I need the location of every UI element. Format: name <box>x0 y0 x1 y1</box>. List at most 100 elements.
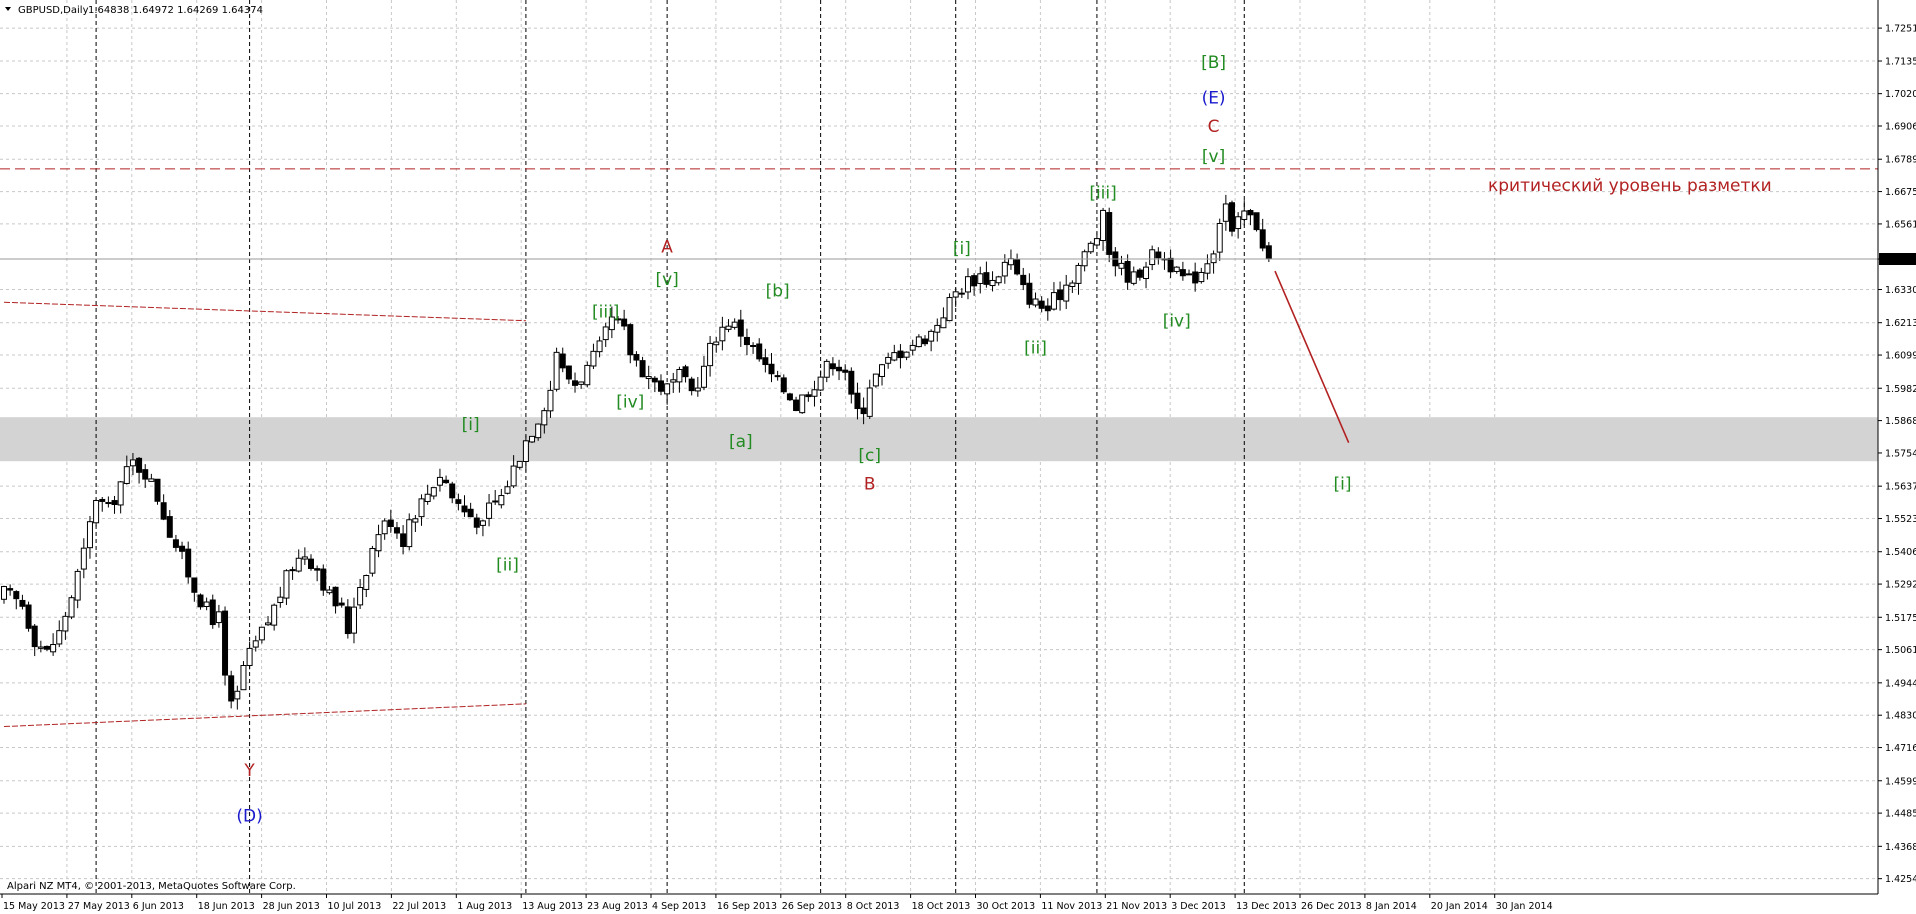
candle <box>1020 267 1027 291</box>
candle-body-bear <box>633 354 640 361</box>
candle-body-bear <box>688 378 695 392</box>
price-axis: 1.72510 1.71350 1.70200 1.69060 1.67890 1.667… <box>1877 0 1916 894</box>
wave-label: [c] <box>858 446 881 466</box>
candle <box>584 361 591 388</box>
candle-body-bear <box>43 645 50 650</box>
collapse-triangle-icon[interactable] <box>5 7 11 11</box>
candle-body-bull <box>977 273 984 284</box>
candle <box>578 381 585 389</box>
candle <box>860 397 867 425</box>
wave-label: [v] <box>1202 147 1225 167</box>
candle <box>651 376 658 393</box>
candle <box>1026 273 1033 309</box>
candle-body-bull <box>1204 263 1211 274</box>
candle-body-bull <box>203 601 210 608</box>
candle <box>1143 261 1150 289</box>
candle-body-bear <box>473 517 480 528</box>
candle <box>725 319 732 333</box>
candle <box>326 586 333 595</box>
candle <box>854 382 861 420</box>
candle <box>786 392 793 402</box>
price-tick-label: 1.50610 <box>1885 645 1916 656</box>
candle <box>289 566 296 580</box>
time-tick-label: 10 Jul 2013 <box>328 901 382 912</box>
candle <box>983 261 990 288</box>
candle-body-bear <box>651 377 658 383</box>
candle-body-bull <box>1216 222 1223 253</box>
candle-body-bull <box>1118 262 1125 269</box>
candle-body-bear <box>1136 269 1143 278</box>
candle <box>1100 207 1107 251</box>
candle <box>1253 212 1260 232</box>
candle <box>891 344 898 362</box>
channel-lines <box>3 301 526 728</box>
candle-body-bull <box>516 460 523 468</box>
candle <box>80 538 87 579</box>
wave-label: [i] <box>462 415 480 435</box>
candle-body-bear <box>320 568 327 591</box>
candle-body-bull <box>903 351 910 358</box>
candle-body-bull <box>86 521 93 549</box>
candle-body-bear <box>179 545 186 552</box>
candle <box>1259 218 1266 252</box>
candle-body-bear <box>344 606 351 635</box>
candle-body-bull <box>486 502 493 519</box>
price-tick-label: 1.71350 <box>1885 57 1916 68</box>
candle-body-bull <box>510 465 517 487</box>
candle-body-bull <box>74 570 81 601</box>
candle-body-bear <box>559 353 566 369</box>
time-tick-label: 4 Sep 2013 <box>652 901 706 912</box>
candle <box>793 396 800 412</box>
candle-body-bull <box>350 606 357 634</box>
candle-body-bear <box>7 588 14 591</box>
price-tick-label: 1.57540 <box>1885 448 1916 459</box>
candle <box>258 626 265 644</box>
candle-body-bull <box>504 486 511 494</box>
current-price-box <box>1879 253 1916 266</box>
wave-label: [iv] <box>616 392 644 412</box>
candle <box>909 339 916 356</box>
candle <box>848 367 855 404</box>
wave-label: (E) <box>1202 89 1226 109</box>
price-tick-label: 1.48300 <box>1885 711 1916 722</box>
candle-body-bear <box>1192 271 1199 284</box>
candle <box>541 407 548 434</box>
candle <box>252 635 259 652</box>
candle-body-bear <box>756 343 763 360</box>
candle-body-bear <box>13 591 20 600</box>
candle-body-bear <box>1259 229 1266 249</box>
price-tick-label: 1.44850 <box>1885 809 1916 820</box>
candle-body-bull <box>381 520 388 535</box>
candle <box>664 382 671 405</box>
candle-body-bull <box>664 383 671 395</box>
price-tick-label: 1.54060 <box>1885 547 1916 558</box>
candle-body-bull <box>578 381 585 385</box>
price-tick-label: 1.51750 <box>1885 613 1916 624</box>
candle-body-bear <box>308 558 314 569</box>
price-tick-label: 1.55230 <box>1885 514 1916 525</box>
candle-body-bull <box>872 373 879 387</box>
candle-body-bear <box>222 610 229 676</box>
candle <box>627 323 634 364</box>
candle-body-bull <box>866 387 873 417</box>
candle <box>332 586 339 614</box>
candle <box>412 515 419 532</box>
candle-body-bull <box>1100 209 1107 242</box>
time-tick-label: 3 Dec 2013 <box>1171 901 1226 912</box>
candle-body-bear <box>1057 289 1064 301</box>
candle-body-bull <box>946 297 953 322</box>
time-tick-label: 26 Dec 2013 <box>1301 901 1362 912</box>
candle-body-bull <box>645 376 652 380</box>
candle-body-bear <box>682 366 689 378</box>
candle <box>350 597 357 644</box>
candle-body-bull <box>713 341 720 346</box>
candle-body-bear <box>393 527 400 534</box>
candle <box>222 606 229 686</box>
candle <box>1216 218 1223 261</box>
candle <box>1186 269 1193 276</box>
candle <box>37 640 44 653</box>
candle-body-bear <box>780 377 787 393</box>
time-tick-label: 8 Oct 2013 <box>847 901 900 912</box>
candle-body-bull <box>1093 238 1100 246</box>
